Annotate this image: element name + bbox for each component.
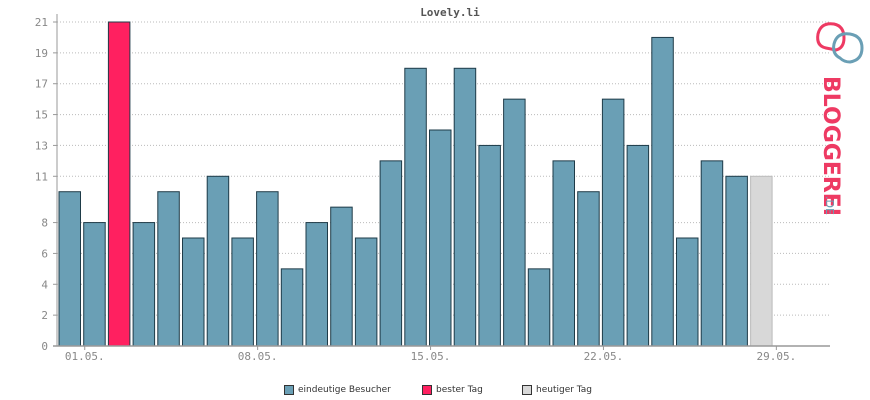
- legend-label-today: heutiger Tag: [536, 385, 593, 395]
- legend-swatch-best-day: [422, 385, 432, 395]
- y-tick-label: 13: [35, 139, 48, 152]
- bar: [676, 237, 699, 347]
- logo-suffix: .DE: [823, 196, 836, 215]
- y-tick-label: 11: [35, 170, 48, 183]
- bar: [132, 222, 156, 347]
- chart-title: Lovely.li: [420, 6, 480, 19]
- y-tick-labels: 0 2 4 6 8 11 13 15 17 19 21: [35, 16, 49, 353]
- logo-text: BLOGGEREI: [818, 76, 843, 216]
- bar: [453, 67, 477, 347]
- y-tick-label: 4: [41, 278, 48, 291]
- bar-best-day: [107, 21, 131, 347]
- bar: [601, 98, 625, 347]
- bar: [354, 237, 378, 347]
- y-tick-label: 19: [35, 47, 48, 60]
- bar: [231, 237, 254, 347]
- bar: [83, 222, 106, 347]
- bar: [280, 268, 304, 347]
- y-tick-label: 2: [41, 309, 48, 322]
- x-tick-label: 08.05.: [238, 350, 278, 363]
- y-tick-label: 15: [35, 109, 48, 122]
- grid: [53, 21, 830, 347]
- legend-item-visitors: eindeutige Besucher: [284, 385, 391, 395]
- legend-label-visitors: eindeutige Besucher: [298, 385, 391, 395]
- axes: [53, 14, 830, 350]
- legend: eindeutige Besucher bester Tag heutiger …: [0, 385, 870, 399]
- bar: [256, 191, 279, 347]
- y-tick-label: 17: [35, 78, 48, 91]
- y-tick-label: 6: [41, 247, 48, 260]
- x-tick-label: 22.05.: [584, 350, 624, 363]
- y-tick-label: 21: [35, 16, 48, 29]
- y-tick-label: 0: [41, 340, 48, 353]
- x-tick-label: 15.05.: [411, 350, 451, 363]
- bloggerei-logo-icon: [816, 22, 864, 64]
- bar: [503, 98, 526, 347]
- legend-item-best-day: bester Tag: [422, 385, 483, 395]
- bar: [182, 237, 205, 347]
- bar: [651, 36, 674, 347]
- bar: [577, 191, 600, 347]
- bar: [725, 175, 748, 347]
- bar: [527, 268, 551, 347]
- y-tick-label: 8: [41, 217, 48, 230]
- bars: [58, 21, 773, 347]
- x-tick-label: 01.05.: [65, 350, 105, 363]
- bar: [626, 144, 650, 347]
- bar: [700, 160, 724, 347]
- bar: [404, 67, 427, 347]
- legend-item-today: heutiger Tag: [522, 385, 592, 395]
- bar: [379, 160, 403, 347]
- bar: [157, 191, 180, 347]
- bar-today: [750, 175, 773, 347]
- legend-label-best-day: bester Tag: [436, 385, 483, 395]
- x-tick-labels: 01.05. 08.05. 15.05. 22.05. 29.05.: [65, 350, 796, 363]
- bloggerei-logo: BLOGGEREI .DE: [816, 22, 864, 216]
- bar: [552, 160, 575, 347]
- legend-swatch-today: [522, 385, 532, 395]
- bar: [206, 175, 230, 347]
- bar: [305, 222, 328, 347]
- x-tick-label: 29.05.: [756, 350, 796, 363]
- legend-swatch-visitors: [284, 385, 294, 395]
- bar: [330, 206, 353, 347]
- bar: [478, 144, 501, 347]
- bar: [429, 129, 452, 347]
- bar: [58, 191, 81, 347]
